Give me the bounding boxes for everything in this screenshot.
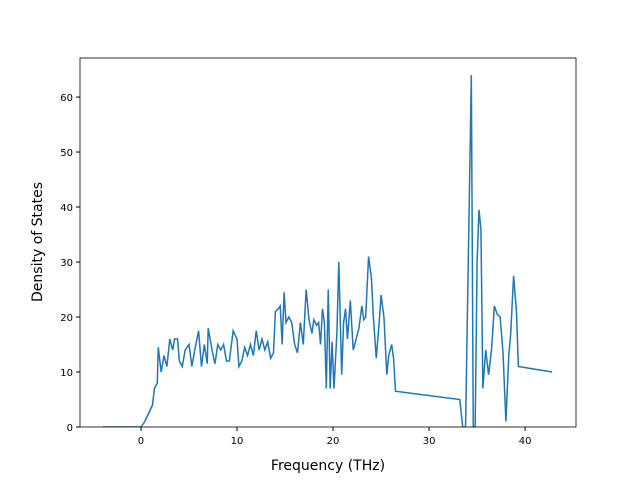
y-tick-label: 20 [60,313,73,324]
x-tick-label: 20 [327,436,340,447]
data-line [102,75,553,427]
y-tick-label: 10 [60,368,73,379]
y-tick-label: 50 [60,148,73,159]
x-tick-label: 30 [423,436,436,447]
y-tick-label: 30 [60,258,73,269]
y-axis-label: Density of States [30,182,46,302]
x-tick-label: 40 [519,436,532,447]
x-axis-label: Frequency (THz) [271,458,385,474]
y-tick-label: 60 [60,93,73,104]
y-tick-label: 40 [60,203,73,214]
y-tick-label: 0 [67,423,73,434]
plot-frame [79,57,577,428]
x-tick-label: 10 [231,436,244,447]
x-tick-label: 0 [138,436,144,447]
